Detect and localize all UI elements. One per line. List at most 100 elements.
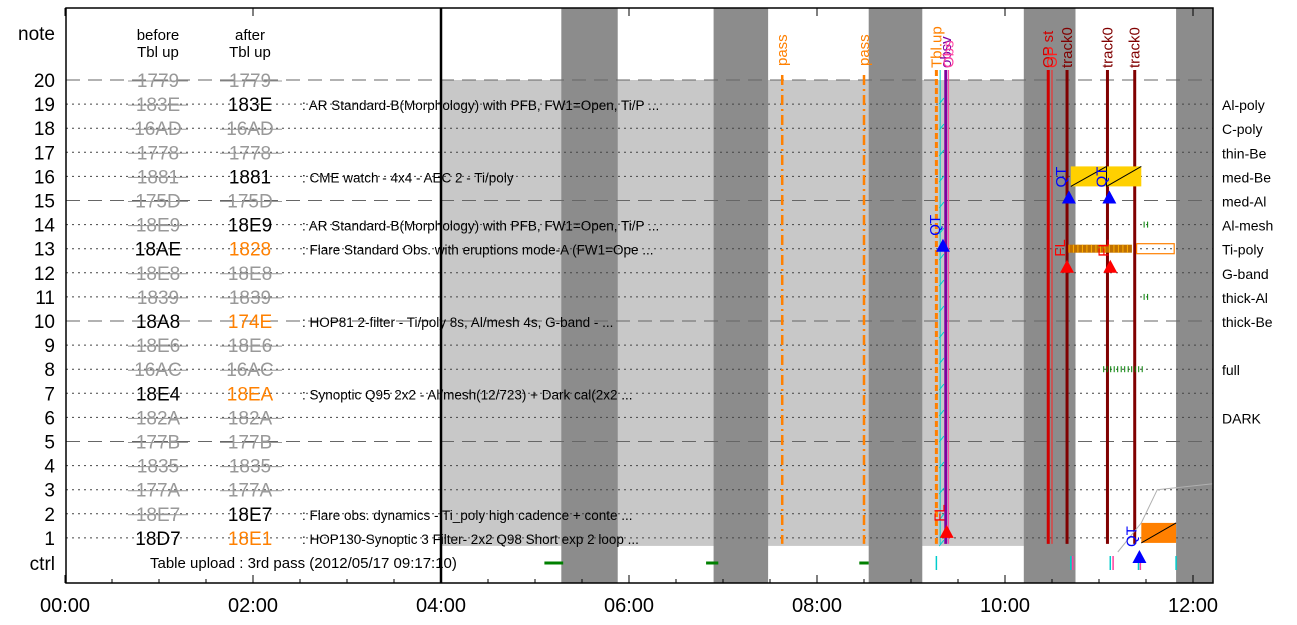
- cyan-tick: [938, 409, 945, 417]
- box-diagonal: [1141, 522, 1177, 544]
- cyan-tick: [938, 175, 945, 183]
- row-number: 19: [34, 95, 55, 116]
- before-code: 18D7: [135, 529, 180, 550]
- cyan-tick: [938, 97, 945, 105]
- before-code: 18E4: [136, 384, 181, 405]
- x-tick-label: 08:00: [792, 595, 842, 617]
- qt-label: QT: [1093, 167, 1110, 188]
- filter-label: Al-poly: [1222, 97, 1265, 113]
- pass-label: pass: [856, 34, 873, 66]
- after-header: Tbl up: [229, 44, 271, 61]
- night-band: [561, 8, 618, 583]
- night-band: [713, 8, 769, 583]
- after-header: after: [235, 27, 265, 44]
- plot-frame: [65, 7, 1214, 584]
- event-label: Obs: [941, 40, 958, 68]
- program-description: : CME watch - 4x4 - AEC 2 - Ti/poly: [302, 170, 514, 185]
- row-number: 15: [34, 192, 55, 213]
- filter-label: med-Be: [1222, 169, 1271, 185]
- filter-label: Ti-poly: [1222, 242, 1264, 258]
- cyan-tick: [938, 331, 945, 339]
- row-number: 5: [44, 433, 55, 454]
- before-code: 18A8: [136, 312, 180, 333]
- row-number: 8: [44, 360, 55, 381]
- cyan-tick: [938, 487, 945, 495]
- after-code: 1881: [229, 167, 271, 188]
- cyan-tick: [938, 305, 945, 313]
- x-tick-label: 04:00: [416, 595, 466, 617]
- before-header: Tbl up: [137, 44, 179, 61]
- event-label: track0: [1127, 27, 1144, 68]
- qt-triangle: [1102, 190, 1117, 204]
- row-number: 4: [44, 457, 55, 478]
- fl-label: FL: [1052, 239, 1069, 257]
- row-number: 9: [44, 336, 55, 357]
- event-label: track0: [1059, 27, 1076, 68]
- row-number: 13: [34, 240, 55, 261]
- after-code: 18E1: [228, 529, 272, 550]
- fl-label: FL: [932, 504, 949, 522]
- event-label: obsv: [938, 36, 955, 68]
- table-upload-text: Table upload : 3rd pass (2012/05/17 09:1…: [150, 555, 457, 572]
- filter-label: thick-Be: [1222, 314, 1273, 330]
- row-number: 2: [44, 505, 55, 526]
- row-grid: [66, 79, 1213, 539]
- pass-label: pass: [774, 34, 791, 66]
- fl-triangle: [1060, 259, 1075, 273]
- observation-boxes: [544, 165, 1214, 570]
- program-description: : Flare Standard Obs. with eruptions mod…: [302, 243, 654, 258]
- row-number: 12: [34, 264, 55, 285]
- event-label: OP: [1044, 46, 1061, 68]
- filter-label: C-poly: [1222, 121, 1262, 137]
- row-number: 11: [35, 288, 55, 309]
- program-description: : AR Standard-B(Morphology) with PFB, FW…: [302, 219, 659, 234]
- row-number: 7: [44, 384, 55, 405]
- event-label: OP st: [1040, 30, 1057, 68]
- cyan-tick: [938, 513, 945, 521]
- row-number: 10: [34, 312, 55, 333]
- cyan-tick: [938, 539, 945, 547]
- qt-triangle: [935, 238, 950, 252]
- filter-label: med-Al: [1222, 194, 1266, 210]
- cyan-tick: [938, 227, 945, 235]
- row-number: 6: [44, 408, 55, 429]
- filter-label: Al-mesh: [1222, 218, 1273, 234]
- cyan-tick: [938, 201, 945, 209]
- night-band: [1176, 8, 1213, 583]
- cyan-tick: [938, 461, 945, 469]
- program-description: : AR Standard-B(Morphology) with PFB, FW…: [302, 98, 659, 113]
- x-tick-label: 02:00: [228, 595, 278, 617]
- qt-label: QT: [927, 215, 944, 236]
- event-label: track0: [1099, 27, 1116, 68]
- fl-triangle: [939, 524, 954, 538]
- fl-triangle: [1103, 259, 1118, 273]
- row-number: 17: [34, 143, 55, 164]
- program-description: : HOP130-Synoptic 3 Filter- 2x2 Q98 Shor…: [302, 532, 639, 547]
- x-tick-label: 06:00: [604, 595, 654, 617]
- x-tick-label: 00:00: [40, 595, 90, 617]
- row-number: 18: [34, 119, 55, 140]
- filter-label: full: [1222, 362, 1240, 378]
- cyan-tick: [938, 253, 945, 261]
- after-code: 183E: [228, 95, 272, 116]
- program-description: : HOP81 2-filter - Ti/poly 8s, Al/mesh 4…: [302, 315, 613, 330]
- program-description: : Synoptic Q95 2x2 - Al/mesh(12/723) + D…: [302, 387, 633, 402]
- program-description: : Flare obs. dynamics - Ti_poly high cad…: [302, 508, 633, 523]
- before-code: 18AE: [135, 240, 181, 261]
- after-code: 1828: [229, 240, 271, 261]
- before-header: before: [137, 27, 180, 44]
- filter-label: DARK: [1222, 410, 1262, 426]
- after-code: 18EA: [227, 384, 274, 405]
- event-markers: QT QT QT QT FL FL FL: [927, 167, 1147, 563]
- filter-label: thick-Al: [1222, 290, 1268, 306]
- box-diagonal: [1106, 165, 1142, 187]
- cyan-tick: [938, 149, 945, 157]
- qt-label: QT: [1053, 167, 1070, 188]
- cyan-tick: [938, 435, 945, 443]
- row-number: 14: [34, 216, 56, 237]
- cyan-tick: [938, 357, 945, 365]
- x-tick-label: 10:00: [980, 595, 1030, 617]
